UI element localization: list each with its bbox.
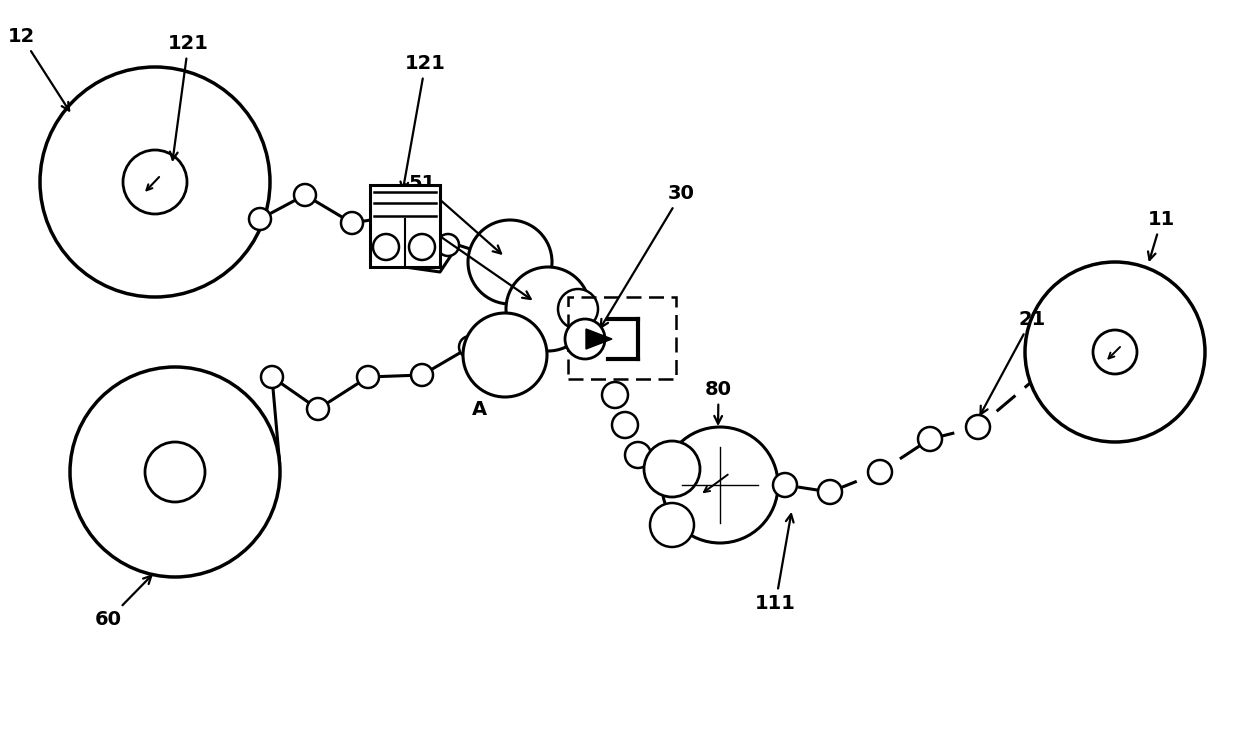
Circle shape bbox=[625, 442, 651, 468]
Bar bbox=[370, 185, 440, 267]
Circle shape bbox=[650, 503, 694, 547]
Circle shape bbox=[662, 427, 777, 543]
Circle shape bbox=[1092, 330, 1137, 374]
Text: 111: 111 bbox=[755, 514, 796, 613]
Circle shape bbox=[918, 427, 942, 451]
Circle shape bbox=[373, 234, 399, 260]
Circle shape bbox=[966, 415, 990, 439]
Text: 30: 30 bbox=[600, 184, 694, 327]
Text: 21: 21 bbox=[981, 310, 1045, 414]
Circle shape bbox=[40, 67, 270, 297]
Text: 80: 80 bbox=[706, 380, 732, 424]
Circle shape bbox=[773, 473, 797, 497]
Circle shape bbox=[459, 336, 481, 358]
Text: 51: 51 bbox=[408, 174, 501, 254]
Circle shape bbox=[145, 442, 205, 502]
Circle shape bbox=[436, 234, 459, 256]
Circle shape bbox=[1025, 262, 1205, 442]
Circle shape bbox=[294, 184, 316, 206]
Circle shape bbox=[558, 289, 598, 329]
Circle shape bbox=[613, 412, 639, 438]
Circle shape bbox=[391, 204, 413, 226]
Circle shape bbox=[467, 220, 552, 304]
Circle shape bbox=[357, 366, 379, 388]
Circle shape bbox=[868, 460, 892, 484]
Circle shape bbox=[123, 150, 187, 214]
Circle shape bbox=[818, 480, 842, 504]
Text: A: A bbox=[472, 400, 487, 419]
Text: 51: 51 bbox=[408, 214, 531, 299]
Circle shape bbox=[409, 234, 435, 260]
Circle shape bbox=[260, 366, 283, 388]
Polygon shape bbox=[587, 329, 613, 349]
Bar bbox=[568, 297, 676, 379]
Circle shape bbox=[463, 313, 547, 397]
Text: 11: 11 bbox=[1148, 210, 1176, 260]
Text: 121: 121 bbox=[167, 34, 208, 160]
Text: 121: 121 bbox=[401, 54, 446, 190]
Circle shape bbox=[565, 319, 605, 359]
Circle shape bbox=[341, 212, 363, 234]
Circle shape bbox=[249, 208, 272, 230]
Circle shape bbox=[69, 367, 280, 577]
Circle shape bbox=[506, 267, 590, 351]
Text: 12: 12 bbox=[7, 27, 69, 111]
Circle shape bbox=[410, 364, 433, 386]
Circle shape bbox=[601, 382, 627, 408]
Circle shape bbox=[308, 398, 329, 420]
Circle shape bbox=[644, 441, 701, 497]
Text: 60: 60 bbox=[95, 576, 151, 629]
